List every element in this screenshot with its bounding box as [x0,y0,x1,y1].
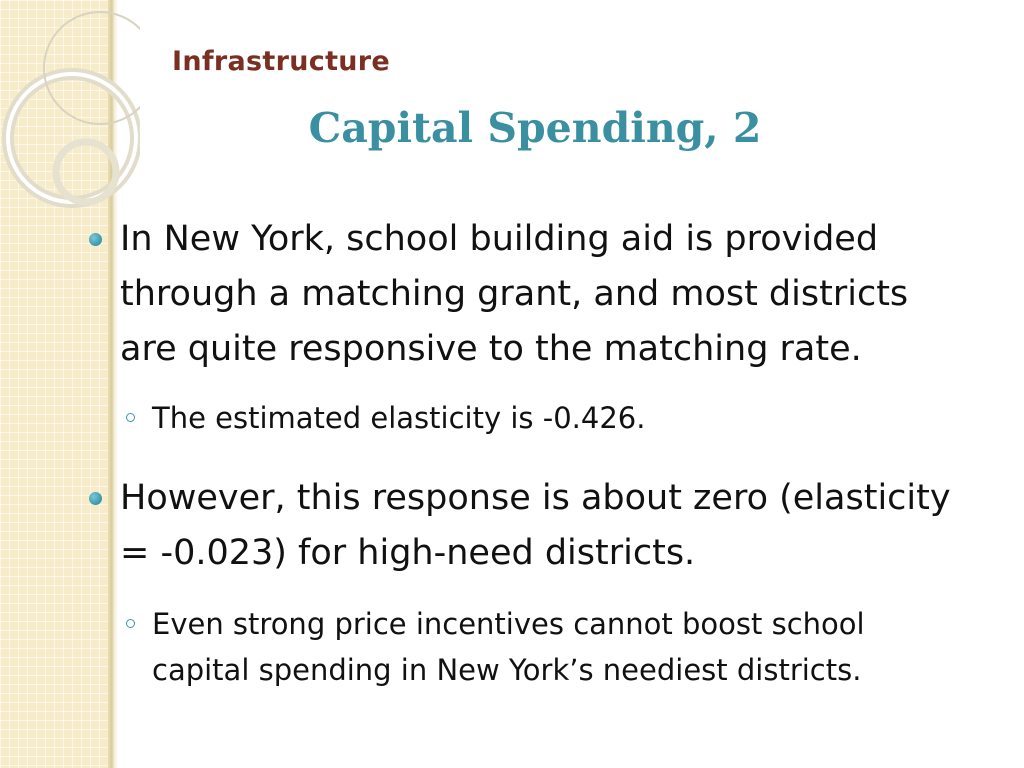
side-panel-edge [108,0,118,768]
bullet-list: In New York, school building aid is prov… [86,212,956,693]
slide-title: Capital Spending, 2 [308,104,762,152]
sub-bullet-text: The estimated elasticity is -0.426. [152,401,646,435]
filled-circle-bullet-icon [89,492,102,505]
bullet-item: However, this response is about zero (el… [86,471,956,581]
decorative-side-panel [0,0,113,768]
section-label: Infrastructure [172,46,391,77]
sub-bullet-text: Even strong price incentives cannot boos… [152,607,865,687]
hollow-circle-bullet-icon [126,413,135,422]
bullet-text: However, this response is about zero (el… [120,478,951,573]
filled-circle-bullet-icon [89,233,102,246]
bullet-item: In New York, school building aid is prov… [86,212,956,377]
bullet-text: In New York, school building aid is prov… [120,219,909,369]
sub-bullet-item: Even strong price incentives cannot boos… [86,601,956,693]
hollow-circle-bullet-icon [126,619,135,628]
sub-bullet-item: The estimated elasticity is -0.426. [86,395,956,441]
decorative-circles [2,11,140,208]
